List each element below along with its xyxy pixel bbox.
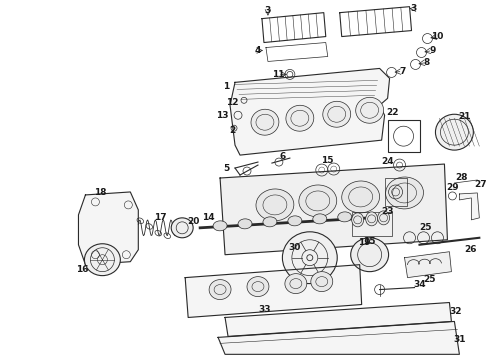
Text: 3: 3: [411, 4, 416, 13]
Polygon shape: [218, 321, 460, 354]
Polygon shape: [262, 13, 326, 42]
Text: 27: 27: [474, 180, 487, 189]
Polygon shape: [460, 193, 479, 220]
Ellipse shape: [323, 101, 351, 127]
Ellipse shape: [84, 244, 121, 276]
Text: 15: 15: [364, 237, 376, 246]
Polygon shape: [340, 7, 412, 37]
Text: 29: 29: [446, 184, 459, 193]
Text: 2: 2: [229, 126, 235, 135]
Text: 20: 20: [187, 217, 199, 226]
Ellipse shape: [313, 214, 327, 224]
Text: 26: 26: [464, 245, 477, 254]
Text: 24: 24: [381, 157, 394, 166]
Text: 9: 9: [429, 46, 436, 55]
Polygon shape: [405, 252, 451, 278]
Text: 3: 3: [265, 6, 271, 15]
Text: 30: 30: [289, 243, 301, 252]
Ellipse shape: [286, 105, 314, 131]
Ellipse shape: [378, 211, 390, 225]
Text: 17: 17: [154, 213, 167, 222]
Polygon shape: [220, 164, 447, 255]
Text: 25: 25: [423, 275, 436, 284]
Text: 31: 31: [453, 335, 465, 344]
Text: 5: 5: [223, 163, 229, 172]
Text: 11: 11: [271, 70, 284, 79]
Text: 14: 14: [202, 213, 215, 222]
Polygon shape: [266, 42, 328, 62]
Text: 7: 7: [399, 67, 406, 76]
Ellipse shape: [247, 276, 269, 297]
Text: 10: 10: [431, 32, 443, 41]
Text: 28: 28: [455, 172, 467, 181]
Ellipse shape: [288, 216, 302, 226]
Ellipse shape: [263, 217, 277, 227]
Ellipse shape: [366, 212, 378, 226]
Ellipse shape: [342, 181, 380, 213]
Ellipse shape: [436, 114, 473, 150]
Text: 8: 8: [423, 58, 430, 67]
Text: 19: 19: [358, 238, 371, 247]
Ellipse shape: [256, 189, 294, 221]
Ellipse shape: [282, 232, 337, 284]
Polygon shape: [78, 192, 138, 265]
Text: 13: 13: [216, 111, 228, 120]
Polygon shape: [185, 265, 362, 318]
Ellipse shape: [338, 212, 352, 222]
Bar: [352, 212, 392, 236]
Text: 25: 25: [419, 223, 432, 232]
Ellipse shape: [238, 219, 252, 229]
Text: 15: 15: [321, 156, 334, 165]
Text: 1: 1: [223, 82, 229, 91]
Ellipse shape: [351, 238, 389, 272]
Text: 12: 12: [226, 98, 238, 107]
Text: 21: 21: [458, 112, 470, 121]
Ellipse shape: [209, 280, 231, 300]
Ellipse shape: [251, 109, 279, 135]
Polygon shape: [225, 302, 451, 336]
Ellipse shape: [352, 213, 364, 227]
Text: 33: 33: [259, 305, 271, 314]
Ellipse shape: [171, 218, 193, 238]
Text: 6: 6: [280, 152, 286, 161]
Text: 18: 18: [94, 188, 107, 197]
Bar: [385, 178, 407, 206]
Text: 34: 34: [413, 280, 426, 289]
Ellipse shape: [311, 272, 333, 292]
Text: 32: 32: [449, 307, 462, 316]
Text: 22: 22: [386, 108, 399, 117]
Text: 16: 16: [76, 265, 89, 274]
Ellipse shape: [299, 185, 337, 217]
Ellipse shape: [213, 221, 227, 231]
Bar: [388, 120, 419, 152]
Text: 23: 23: [381, 207, 394, 216]
Ellipse shape: [386, 177, 423, 209]
Polygon shape: [230, 68, 390, 155]
Ellipse shape: [356, 97, 384, 123]
Text: 4: 4: [255, 46, 261, 55]
Ellipse shape: [285, 274, 307, 293]
